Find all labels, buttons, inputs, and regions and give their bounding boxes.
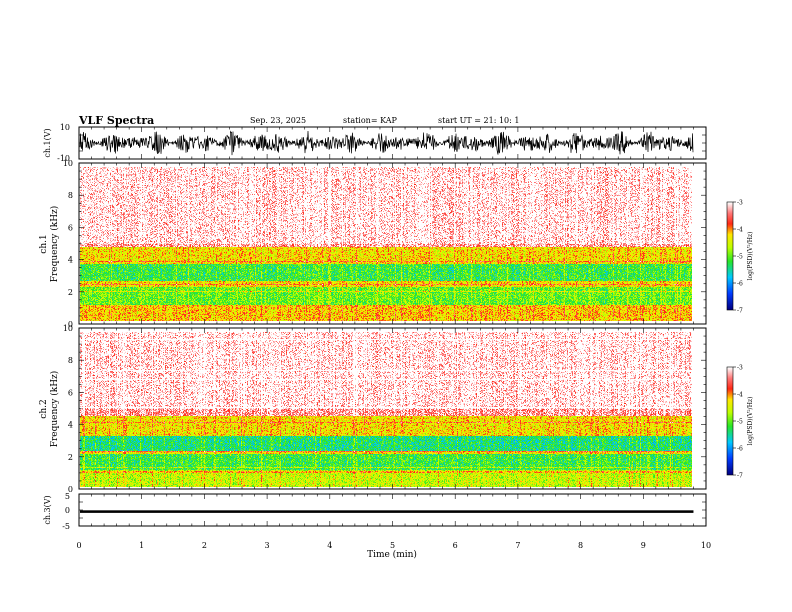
colorbar-tick-label: -7	[737, 308, 743, 315]
time-tick-label: 7	[515, 541, 520, 550]
time-tick-label: 9	[641, 541, 646, 550]
ch1-ytick-top: 10	[60, 123, 70, 132]
colorbar-tick-label: -4	[737, 227, 743, 234]
ch1-colorbar-label: log(PSD)(V²/Hz)	[747, 232, 754, 281]
colorbar-tick-label: -5	[737, 254, 743, 261]
frequency-tick-label: 0	[68, 485, 73, 494]
ch2-colorbar	[727, 367, 733, 475]
colorbar-tick-label: -3	[737, 200, 743, 207]
time-tick-label: 1	[139, 541, 144, 550]
ch2-spectrogram-ylabel-line2: Frequency (kHz)	[49, 371, 60, 448]
ch1-spectrogram-image	[80, 167, 692, 321]
time-tick-label: 5	[390, 541, 395, 550]
colorbar-tick-label: -5	[737, 419, 743, 426]
station-label: station= KAP	[343, 116, 397, 125]
frequency-tick-label: 4	[68, 421, 73, 430]
time-tick-label: 8	[578, 541, 583, 550]
colorbar-tick-label: -7	[737, 473, 743, 480]
time-tick-label: 2	[202, 541, 207, 550]
ch3-waveform-band	[80, 510, 694, 513]
frequency-tick-label: 6	[68, 388, 73, 397]
figure-title: VLF Spectra	[79, 114, 155, 127]
ch2-spectrogram-image	[80, 332, 692, 487]
ch3-waveform-trace	[80, 510, 694, 513]
ch1-waveform-trace	[79, 130, 694, 156]
frequency-tick-label: 2	[68, 288, 73, 297]
ch1-colorbar	[727, 202, 733, 310]
frequency-tick-label: 2	[68, 453, 73, 462]
frequency-tick-label: 10	[63, 324, 73, 333]
ch1-spectrogram-ylabel-line2: Frequency (kHz)	[49, 206, 60, 283]
ch1-spectrogram-yticklabels: 0 2 4 6 8 10	[63, 159, 73, 329]
date-label: Sep. 23, 2025	[250, 116, 307, 125]
ch3-ytick-bottom: -5	[62, 522, 70, 531]
ch1-spectrogram-ylabel-line1: ch.1	[39, 234, 49, 253]
frequency-tick-label: 8	[68, 191, 73, 200]
ch3-ytick-top: 5	[65, 492, 70, 501]
tick-marks	[78, 126, 736, 527]
ch1-ytick-bottom: -10	[57, 154, 70, 163]
colorbar-tick-label: -4	[737, 392, 743, 399]
ch1-colorbar-frame	[726, 201, 734, 311]
ch2-spectrogram-yticklabels: 0 2 4 6 8 10	[63, 324, 73, 494]
time-tick-label: 3	[265, 541, 270, 550]
ch3-waveform-ylabel: ch.3(V)	[43, 495, 52, 524]
frequency-tick-label: 8	[68, 356, 73, 365]
ch2-spectrogram-frame	[78, 327, 707, 490]
frequency-tick-label: 0	[68, 320, 73, 329]
ch1-colorbar-ticklabels: -3 -4 -5 -6 -7	[737, 200, 743, 315]
ch1-spectrogram-frame	[78, 162, 707, 325]
ch1-waveform-line	[79, 130, 694, 156]
colorbar-tick-label: -3	[737, 365, 743, 372]
time-tick-label: 4	[327, 541, 332, 550]
time-tick-label: 0	[76, 541, 81, 550]
time-axis-ticklabels: 0 1 2 3 4 5 6 7 8 9 10	[76, 541, 711, 550]
time-tick-label: 6	[453, 541, 458, 550]
colorbar-tick-label: -6	[737, 281, 743, 288]
ch1-waveform-ylabel: ch.1(V)	[43, 128, 52, 157]
colorbar-tick-label: -6	[737, 446, 743, 453]
ch2-spectrogram-ylabel-line1: ch.2	[39, 399, 49, 418]
ch2-colorbar-label: log(PSD)(V²/Hz)	[747, 397, 754, 446]
ch2-colorbar-ticklabels: -3 -4 -5 -6 -7	[737, 365, 743, 480]
ch2-colorbar-frame	[726, 366, 734, 476]
frequency-tick-label: 6	[68, 223, 73, 232]
start-ut-label: start UT = 21: 10: 1	[438, 116, 520, 125]
ch3-ytick-middle: 0	[65, 506, 70, 515]
time-axis-label: Time (min)	[367, 549, 417, 560]
frequency-tick-label: 10	[63, 159, 73, 168]
time-tick-label: 10	[701, 541, 711, 550]
frequency-tick-label: 4	[68, 256, 73, 265]
